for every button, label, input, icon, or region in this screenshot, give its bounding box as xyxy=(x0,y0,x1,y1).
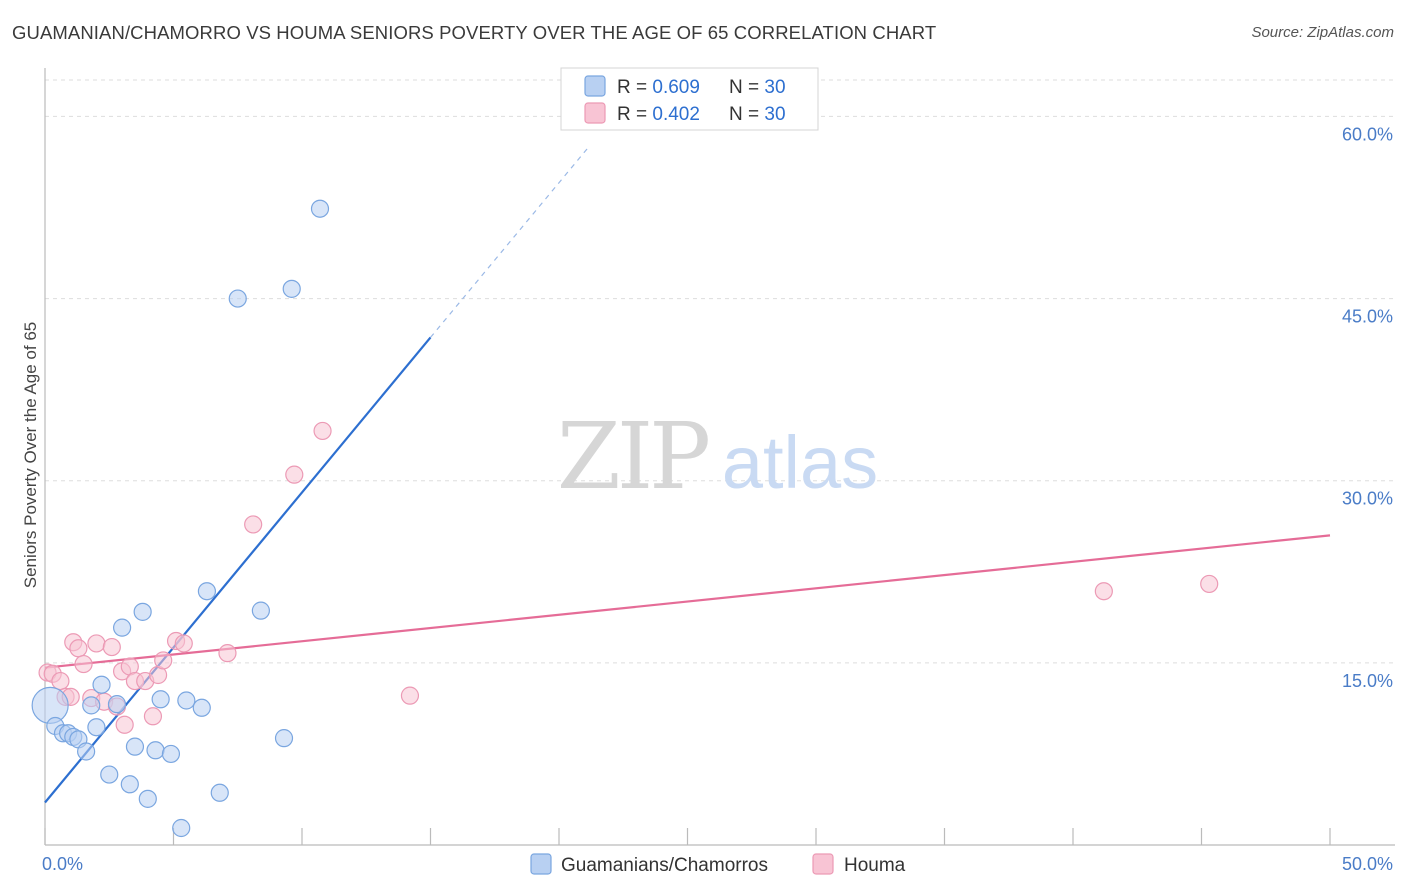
y-tick-label: 30.0% xyxy=(1342,489,1393,509)
svg-text:N = 30: N = 30 xyxy=(729,77,786,98)
stats-legend-swatch-blue xyxy=(584,75,606,97)
data-point-guamanians xyxy=(251,601,270,620)
data-points xyxy=(31,199,1219,838)
legend-label-houma: Houma xyxy=(844,855,906,876)
svg-text:R = 0.402: R = 0.402 xyxy=(617,104,700,125)
data-point-guamanians xyxy=(87,718,106,737)
stats-n-label-blue: N = xyxy=(729,77,764,98)
data-point-guamanians xyxy=(192,698,211,717)
data-point-houma xyxy=(51,671,70,691)
x-tick-label: 50.0% xyxy=(1342,854,1393,874)
svg-text:N = 30: N = 30 xyxy=(729,104,786,125)
legend-label-guamanians: Guamanians/Chamorros xyxy=(561,855,768,876)
data-point-guamanians xyxy=(107,695,127,714)
data-point-houma xyxy=(102,637,121,657)
data-point-houma xyxy=(74,654,93,674)
data-point-houma xyxy=(285,465,304,484)
data-point-guamanians xyxy=(228,289,247,308)
data-point-guamanians xyxy=(112,618,132,637)
data-point-guamanians xyxy=(151,690,170,709)
watermark-zip: ZIP xyxy=(557,403,708,510)
data-point-guamanians xyxy=(210,783,229,802)
watermark-atlas: atlas xyxy=(722,421,878,504)
legend-swatch-houma xyxy=(812,853,834,875)
data-point-guamanians xyxy=(282,279,301,298)
data-point-houma xyxy=(1200,574,1219,594)
data-point-houma xyxy=(154,651,173,670)
stats-r-value-pink: 0.402 xyxy=(652,104,700,125)
data-point-guamanians xyxy=(146,741,165,760)
y-axis-title: Seniors Poverty Over the Age of 65 xyxy=(21,322,40,588)
chart-source: Source: ZipAtlas.com xyxy=(1251,24,1394,41)
data-point-houma xyxy=(174,634,193,653)
data-point-guamanians xyxy=(310,199,330,218)
data-point-houma xyxy=(218,644,237,663)
data-point-guamanians xyxy=(138,789,157,808)
data-point-houma xyxy=(400,686,420,705)
chart-title: GUAMANIAN/CHAMORRO VS HOUMA SENIORS POVE… xyxy=(12,22,937,43)
data-point-houma xyxy=(143,707,163,726)
data-point-guamanians xyxy=(197,582,217,601)
watermark: ZIP atlas xyxy=(557,403,878,510)
data-point-guamanians xyxy=(100,765,119,784)
data-point-guamanians xyxy=(274,729,294,748)
trend-line-guamanians-extension xyxy=(430,145,591,338)
data-point-guamanians xyxy=(77,742,96,761)
legend-swatch-guamanians xyxy=(530,853,552,875)
stats-n-label-pink: N = xyxy=(729,104,764,125)
tick-labels: 15.0% 30.0% 45.0% 60.0% 0.0% 50.0% xyxy=(42,124,1393,874)
grid-lines xyxy=(45,79,1395,664)
svg-text:R = 0.609: R = 0.609 xyxy=(617,77,700,98)
x-tick-label: 0.0% xyxy=(42,854,83,874)
y-tick-label: 45.0% xyxy=(1342,307,1393,327)
stats-r-label-blue: R = xyxy=(617,77,652,98)
data-point-houma xyxy=(87,634,106,653)
trend-line-houma xyxy=(44,534,1331,669)
data-point-guamanians xyxy=(92,675,111,694)
trend-line-guamanians xyxy=(44,336,432,804)
y-tick-label: 15.0% xyxy=(1342,671,1393,691)
data-point-guamanians xyxy=(133,602,152,621)
data-point-guamanians xyxy=(82,696,101,715)
stats-n-value-blue: 30 xyxy=(764,77,785,98)
stats-n-value-pink: 30 xyxy=(764,104,785,125)
data-point-guamanians xyxy=(177,691,196,710)
data-point-guamanians xyxy=(125,737,145,756)
data-point-guamanians xyxy=(172,818,191,838)
data-point-houma xyxy=(69,639,88,658)
data-point-guamanians xyxy=(161,744,181,764)
axes xyxy=(44,68,1395,846)
data-point-houma xyxy=(313,421,332,441)
data-point-guamanians xyxy=(31,686,69,724)
data-point-guamanians xyxy=(120,775,139,794)
stats-legend-swatch-pink xyxy=(584,102,606,124)
stats-r-label-pink: R = xyxy=(617,104,652,125)
stats-r-value-blue: 0.609 xyxy=(652,77,700,98)
y-tick-label: 60.0% xyxy=(1342,124,1393,144)
data-point-houma xyxy=(1094,582,1113,601)
series-legend: Guamanians/Chamorros Houma xyxy=(530,853,906,876)
data-point-houma xyxy=(115,715,134,734)
trend-lines xyxy=(44,145,1331,804)
stats-legend: R = 0.609 N = 30 R = 0.402 N = 30 xyxy=(560,67,819,131)
data-point-houma xyxy=(244,515,263,534)
